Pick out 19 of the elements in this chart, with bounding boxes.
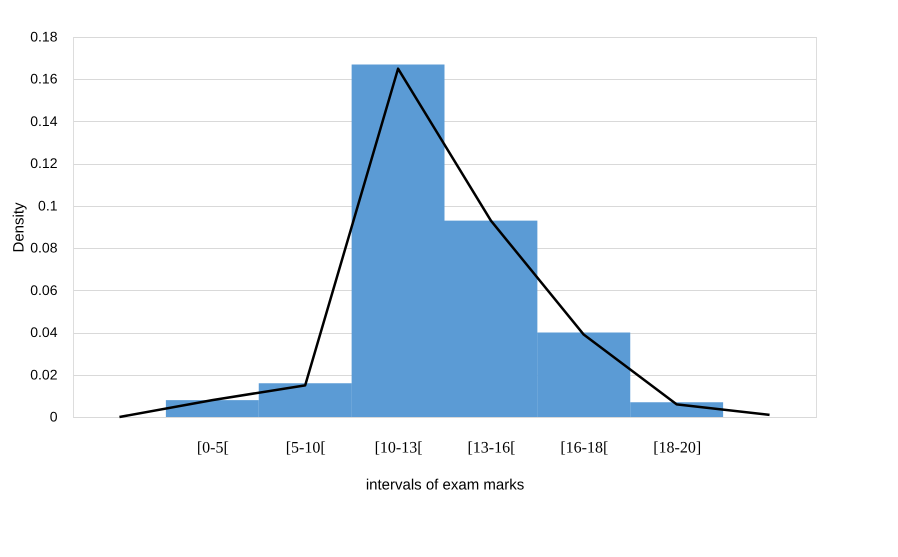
- y-tick-label: 0.18: [30, 28, 58, 44]
- y-tick-label: 0.04: [30, 324, 58, 340]
- x-tick-label: [13-16[: [467, 440, 516, 456]
- y-tick-label: 0.02: [30, 366, 58, 382]
- y-tick-label: 0.06: [30, 282, 58, 298]
- x-tick-label: [5-10[: [286, 440, 326, 456]
- x-tick-label: [0-5[: [196, 440, 229, 456]
- y-tick-label: 0: [50, 408, 58, 424]
- y-tick-label: 0.12: [30, 155, 58, 172]
- y-tick-label: 0.14: [30, 112, 58, 129]
- x-tick-label: [18-20]: [653, 440, 702, 456]
- y-tick-label: 0.16: [30, 70, 58, 87]
- y-tick-label: 0.08: [30, 240, 58, 256]
- x-tick-label: [10-13[: [374, 440, 423, 456]
- line-series: [118, 67, 771, 418]
- y-tick-label: 0.1: [38, 197, 58, 214]
- y-axis-title: Density: [10, 202, 28, 253]
- x-axis-title: intervals of exam marks: [366, 476, 524, 494]
- x-tick-label: [16-18[: [560, 440, 608, 456]
